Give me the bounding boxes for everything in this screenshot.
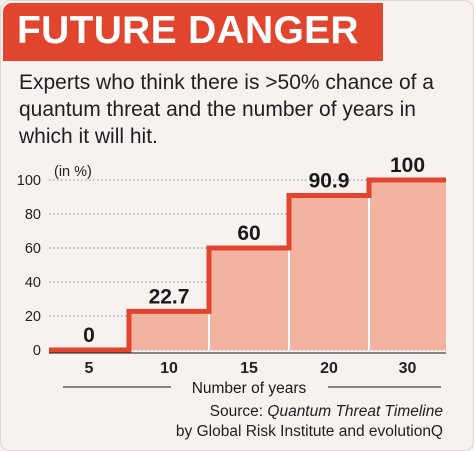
y-axis-label: (in %) (54, 164, 92, 180)
source-prefix: Source: (209, 403, 264, 420)
data-label: 0 (83, 324, 95, 347)
y-tick-label: 60 (25, 241, 41, 257)
source-work: Quantum Threat Timeline (267, 403, 443, 420)
bar (289, 195, 369, 350)
title-banner: FUTURE DANGER (3, 3, 383, 61)
y-tick-label: 0 (33, 343, 41, 359)
data-label: 100 (390, 154, 425, 177)
step-line (49, 177, 446, 353)
source-line-2: by Global Risk Institute and evolutionQ (175, 423, 443, 440)
bar (209, 248, 289, 350)
data-label: 90.9 (309, 169, 350, 192)
data-label: 60 (237, 222, 260, 245)
x-tick-label: 20 (320, 360, 338, 377)
bar (369, 180, 446, 350)
source-line-1: Source: Quantum Threat Timeline (176, 402, 443, 422)
page-title: FUTURE DANGER (17, 9, 359, 52)
y-tick-label: 20 (25, 309, 41, 325)
x-tick-label: 5 (85, 360, 94, 377)
y-tick-label: 100 (17, 173, 41, 189)
x-tick-label: 10 (160, 360, 178, 377)
x-tick-label: 30 (399, 360, 417, 377)
chart-subtitle: Experts who think there is >50% chance o… (19, 71, 434, 148)
y-tick-label: 80 (25, 207, 41, 223)
data-label: 22.7 (149, 285, 190, 308)
source-credit: Source: Quantum Threat Timeline by Globa… (176, 402, 443, 442)
x-axis-title: Number of years (192, 380, 307, 397)
x-tick-label: 15 (240, 360, 258, 377)
y-tick-label: 40 (25, 275, 41, 291)
bar (129, 311, 209, 350)
